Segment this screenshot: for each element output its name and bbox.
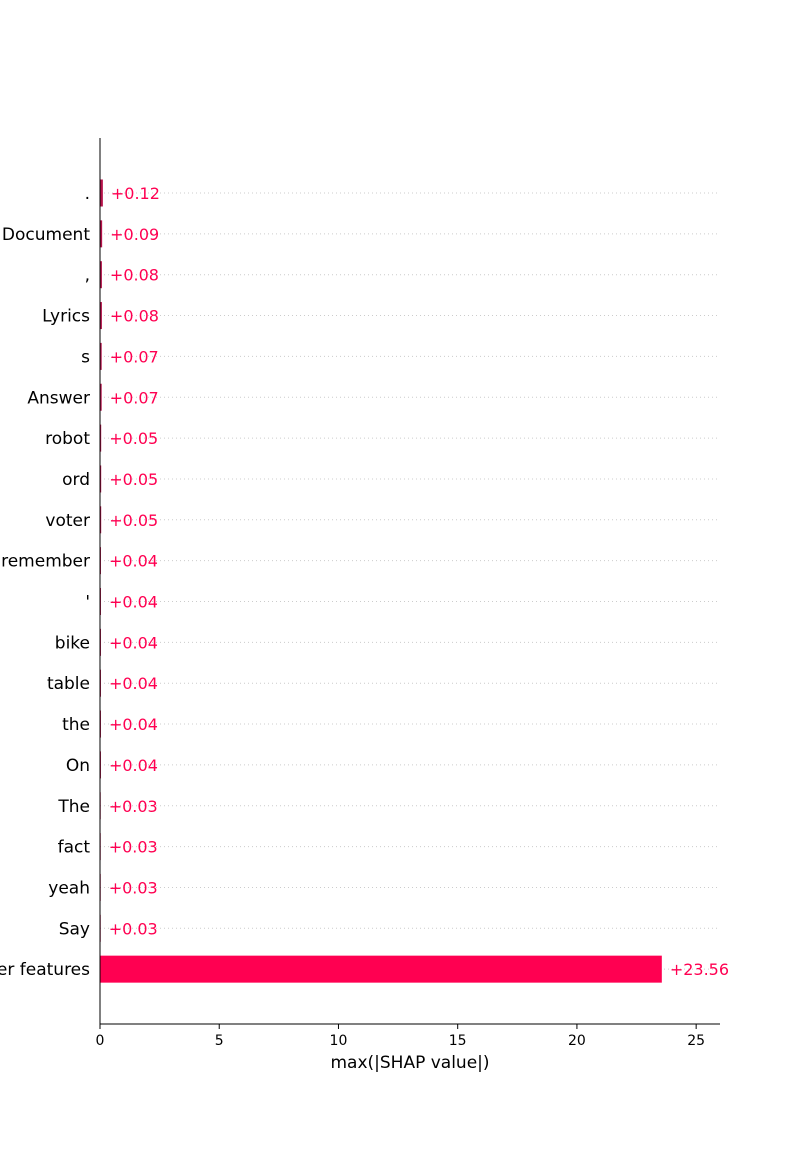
value-label-layer: +0.12 +0.09 +0.08 +0.08 +0.07 +0.07 +0.05 +0.05…	[109, 184, 729, 979]
value-label: +0.03	[109, 838, 158, 857]
grid-layer	[100, 192, 720, 970]
axis-layer	[99, 138, 720, 1025]
value-label: +0.04	[109, 552, 158, 571]
category-label: On	[66, 756, 90, 776]
value-label: +0.05	[109, 511, 158, 530]
value-label: +23.56	[670, 960, 729, 979]
value-label: +0.07	[110, 347, 159, 366]
bar-layer	[100, 179, 662, 983]
bar-8	[100, 506, 102, 534]
x-tick-layer: 0 5 10 15 20 25	[96, 1024, 705, 1049]
category-label: The	[57, 797, 90, 817]
value-label: +0.04	[109, 674, 158, 693]
value-label: +0.03	[109, 797, 158, 816]
category-label: Document	[2, 225, 90, 245]
value-label: +0.07	[110, 388, 159, 407]
category-label: ord	[62, 470, 90, 490]
x-tick-label: 10	[330, 1033, 348, 1049]
category-label: remember	[1, 552, 90, 572]
category-label: Answer	[27, 388, 90, 408]
value-label: +0.04	[109, 593, 158, 612]
category-label: fact	[58, 838, 91, 858]
bar-19	[100, 955, 662, 983]
x-tick-label: 20	[568, 1033, 586, 1049]
category-label: the	[62, 715, 90, 735]
x-tick-label: 25	[687, 1033, 705, 1049]
value-label: +0.04	[109, 756, 158, 775]
value-label: +0.05	[109, 429, 158, 448]
category-label: ,	[85, 266, 90, 286]
value-label: +0.03	[109, 878, 158, 897]
bar-5	[100, 383, 102, 411]
value-label: +0.04	[109, 633, 158, 652]
category-label: table	[47, 674, 90, 694]
category-label: .	[85, 184, 90, 204]
category-label: '	[85, 593, 90, 613]
x-tick-label: 5	[215, 1033, 224, 1049]
bar-7	[100, 465, 102, 493]
category-label: Sum of other features	[0, 960, 90, 980]
category-label: voter	[45, 511, 90, 531]
bar-1	[100, 220, 103, 248]
value-label: +0.08	[110, 266, 159, 285]
category-label: yeah	[48, 878, 90, 898]
x-axis-title: max(|SHAP value|)	[330, 1053, 489, 1073]
value-label: +0.09	[110, 225, 159, 244]
value-label: +0.05	[109, 470, 158, 489]
category-label: Say	[59, 919, 90, 939]
category-label: Lyrics	[42, 307, 90, 327]
bar-2	[100, 261, 102, 289]
value-label: +0.08	[110, 307, 159, 326]
bar-0	[100, 179, 103, 207]
category-label: bike	[55, 633, 90, 653]
x-tick-label: 0	[96, 1033, 105, 1049]
value-label: +0.12	[111, 184, 160, 203]
category-label: robot	[45, 429, 90, 449]
category-label: s	[81, 347, 90, 367]
value-label: +0.04	[109, 715, 158, 734]
category-label-layer: . Document, Lyrics s Answer robot ord voter reme…	[0, 184, 90, 980]
bar-6	[100, 424, 102, 452]
bar-4	[100, 342, 102, 370]
value-label: +0.03	[109, 919, 158, 938]
x-tick-label: 15	[449, 1033, 467, 1049]
bar-3	[100, 302, 102, 330]
